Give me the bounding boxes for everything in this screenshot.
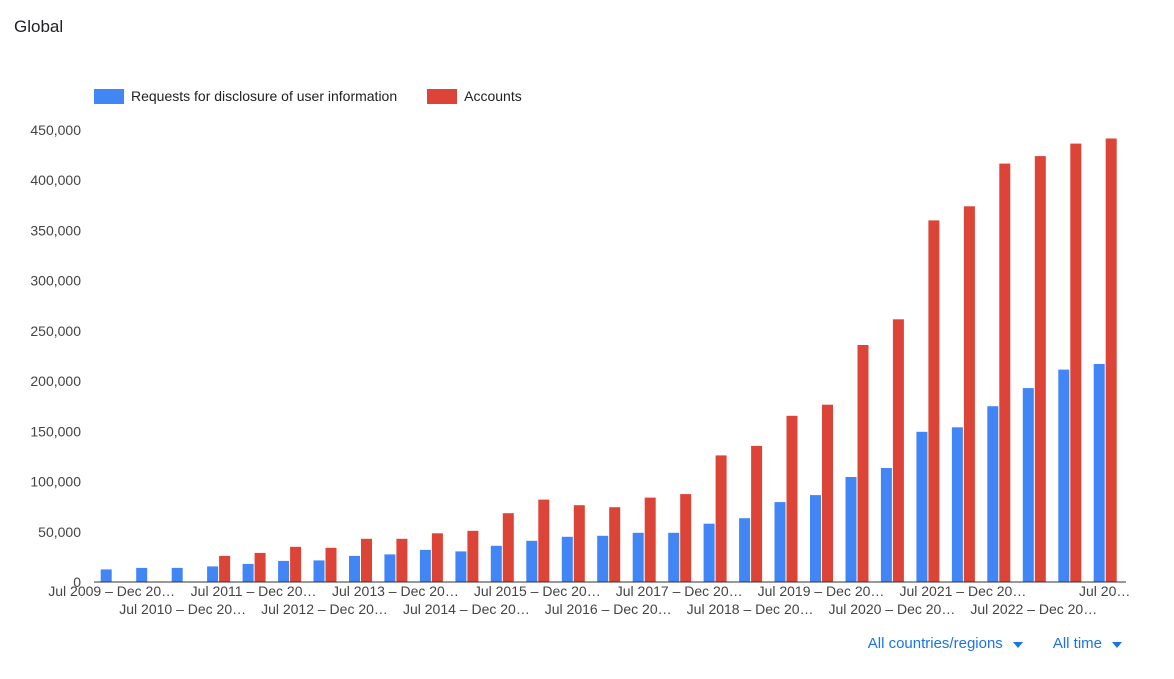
- accounts-bar: [822, 404, 833, 582]
- accounts-bar: [573, 505, 585, 582]
- x-tick-label: Jul 2018 – Dec 20…: [687, 601, 814, 617]
- time-filter-dropdown[interactable]: All time: [1053, 635, 1122, 652]
- y-tick-label: 400,000: [30, 172, 81, 188]
- x-tick-label: Jul 2012 – Dec 20…: [261, 601, 388, 617]
- page-title: Global: [14, 17, 64, 36]
- y-tick-label: 150,000: [30, 423, 81, 439]
- accounts-bar: [644, 497, 656, 582]
- requests-bar: [739, 518, 751, 582]
- y-tick-label: 450,000: [30, 122, 81, 138]
- requests-bar: [526, 540, 538, 582]
- accounts-bar: [857, 345, 869, 582]
- x-tick-label: Jul 2011 – Dec 20…: [191, 583, 317, 599]
- x-tick-label: Jul 2013 – Dec 20…: [332, 583, 459, 599]
- y-tick-label: 0: [73, 574, 81, 590]
- legend-item-requests: Requests for disclosure of user informat…: [94, 88, 397, 104]
- accounts-bar: [786, 415, 798, 582]
- legend-swatch-requests: [94, 88, 124, 104]
- accounts-bar: [361, 538, 372, 582]
- x-tick-label: Jul 2020 – Dec 20…: [828, 601, 955, 617]
- requests-bar: [703, 523, 715, 582]
- accounts-bar: [715, 455, 727, 582]
- y-tick-label: 350,000: [30, 222, 81, 238]
- y-tick-label: 50,000: [38, 524, 81, 540]
- accounts-bar: [254, 552, 266, 582]
- legend-label-accounts: Accounts: [464, 88, 522, 104]
- requests-bar: [1022, 388, 1034, 582]
- accounts-bar: [431, 533, 443, 582]
- x-tick-label: Jul 2014 – Dec 20…: [403, 601, 530, 617]
- filter-bar: All countries/regions All time: [838, 635, 1122, 652]
- requests-bar: [490, 545, 502, 582]
- requests-bar: [136, 567, 148, 582]
- requests-bar: [242, 563, 254, 582]
- x-tick-label: Jul 2015 – Dec 20…: [474, 583, 601, 599]
- requests-bar: [100, 569, 112, 582]
- requests-bar: [384, 554, 396, 582]
- accounts-bar: [680, 494, 692, 582]
- requests-bar: [207, 566, 219, 582]
- requests-bar: [668, 532, 680, 582]
- requests-bar: [349, 555, 360, 582]
- x-tick-label: Jul 2021 – Dec 20…: [899, 583, 1026, 599]
- y-tick-label: 100,000: [30, 474, 81, 490]
- caret-down-icon: [1112, 641, 1122, 648]
- region-filter-label: All countries/regions: [867, 635, 1003, 652]
- accounts-bar: [325, 547, 337, 582]
- y-tick-label: 200,000: [30, 373, 81, 389]
- requests-bar: [561, 536, 573, 582]
- requests-bar: [774, 502, 786, 582]
- chart-legend: Requests for disclosure of user informat…: [94, 88, 552, 104]
- x-tick-label: Jul 2022 – Dec 20…: [970, 601, 1097, 617]
- x-tick-label: Jul 2016 – Dec 20…: [545, 601, 672, 617]
- accounts-bar: [1105, 138, 1117, 582]
- accounts-bar: [892, 319, 904, 582]
- requests-bar: [1093, 364, 1105, 582]
- accounts-bar: [609, 507, 621, 582]
- accounts-bar: [538, 499, 550, 582]
- legend-item-accounts: Accounts: [427, 88, 522, 104]
- x-tick-label: Jul 2019 – Dec 20…: [758, 583, 885, 599]
- y-tick-label: 300,000: [30, 273, 81, 289]
- accounts-bar: [467, 530, 479, 582]
- y-tick-label: 250,000: [30, 323, 81, 339]
- legend-swatch-accounts: [427, 88, 458, 104]
- accounts-bar: [751, 445, 763, 582]
- region-filter-dropdown[interactable]: All countries/regions: [868, 635, 1023, 652]
- requests-bar: [419, 549, 431, 582]
- requests-bar: [951, 427, 963, 582]
- requests-bar: [632, 532, 644, 582]
- legend-label-requests: Requests for disclosure of user informat…: [131, 88, 398, 104]
- accounts-bar: [219, 555, 231, 582]
- requests-bar: [987, 406, 999, 582]
- caret-down-icon: [1012, 641, 1023, 648]
- requests-bar: [597, 535, 609, 582]
- x-tick-label: Jul 2010 – Dec 20…: [119, 601, 246, 617]
- time-filter-label: All time: [1052, 635, 1102, 652]
- requests-bar: [455, 551, 467, 582]
- accounts-bar: [502, 513, 514, 582]
- requests-bar: [1058, 369, 1070, 582]
- accounts-bar: [1070, 143, 1082, 582]
- accounts-bar: [1034, 156, 1046, 582]
- accounts-bar: [928, 220, 940, 582]
- accounts-bar: [290, 546, 302, 582]
- requests-bar: [880, 468, 892, 582]
- bar-chart: 0 50,000 100,000 150,000 200,000 250,000 300,0…: [30, 122, 1130, 617]
- x-tick-label: Jul 2017 – Dec 20…: [616, 583, 743, 599]
- requests-bar: [171, 567, 183, 582]
- requests-bar: [845, 477, 857, 582]
- requests-bar: [313, 560, 325, 582]
- x-tick-label: Jul 2009 – Dec 20…: [48, 583, 175, 599]
- requests-bar: [278, 560, 290, 582]
- accounts-bar: [999, 163, 1011, 582]
- accounts-bar: [396, 538, 408, 582]
- requests-bar: [916, 431, 928, 582]
- accounts-bar: [963, 206, 975, 583]
- x-tick-label: Jul 20…: [1079, 583, 1130, 599]
- requests-bar: [810, 495, 821, 582]
